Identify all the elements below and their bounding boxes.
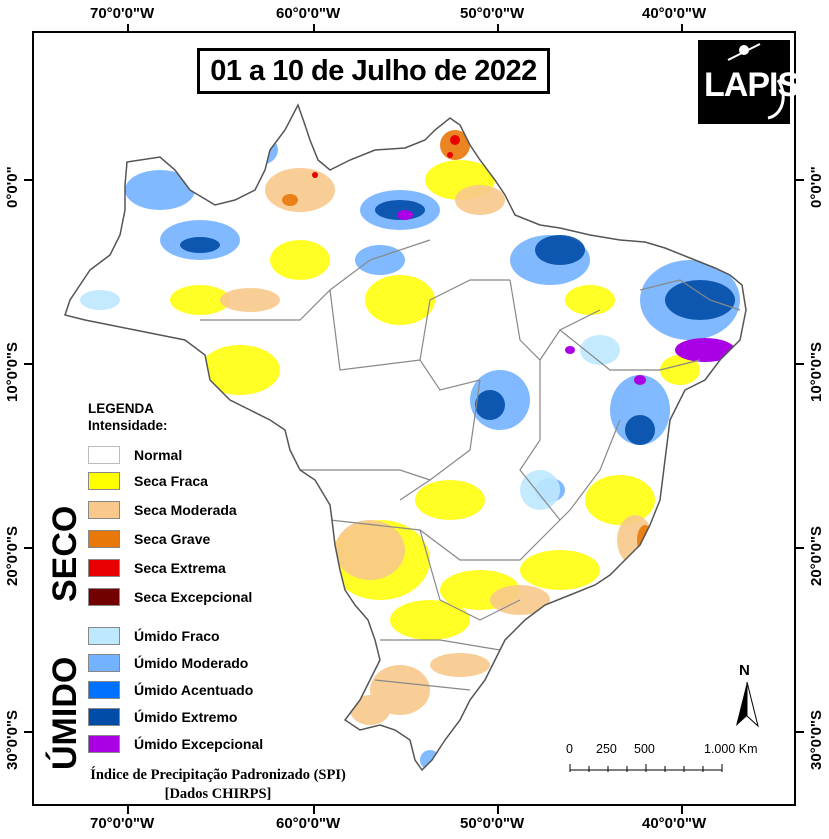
bottom-lon-label-50w: 50°0'0"W: [460, 815, 525, 832]
legend-subheading-text: Intensidade:: [88, 418, 168, 433]
scale-label-250: 250: [596, 742, 617, 756]
legend-swatch: [88, 472, 120, 490]
legend-swatch: [88, 681, 120, 699]
legend-label: Seca Grave: [134, 531, 211, 547]
legend-label: Úmido Excepcional: [134, 736, 264, 752]
tick-mark: [796, 363, 804, 365]
tick-mark: [681, 806, 683, 814]
bottom-lon-label-60w: 60°0'0"W: [276, 815, 341, 832]
right-lat-label-20s: 20°0'0"S: [808, 525, 825, 586]
legend-swatch: [88, 588, 120, 606]
legend-item-seco-0: Seca Fraca: [88, 471, 208, 491]
legend-swatch: [88, 530, 120, 548]
legend-label: Seca Excepcional: [134, 589, 253, 605]
legend-label: Úmido Moderado: [134, 655, 249, 671]
legend-item-seco-3: Seca Extrema: [88, 558, 226, 578]
legend-item-umido-1: Úmido Moderado: [88, 653, 248, 673]
legend-label: Seca Moderada: [134, 502, 237, 518]
top-lon-label-60w: 60°0'0"W: [276, 5, 341, 22]
legend-swatch: [88, 735, 120, 753]
tick-mark: [24, 363, 32, 365]
legend-label: Úmido Fraco: [134, 628, 220, 644]
footer-index-name: Índice de Precipitação Padronizado (SPI): [90, 767, 346, 783]
tick-mark: [313, 24, 315, 32]
left-lat-label-20s: 20°0'0"S: [4, 525, 21, 586]
legend-item-umido-0: Úmido Fraco: [88, 626, 220, 646]
scale-label-0: 0: [566, 742, 573, 756]
top-lon-label-70w: 70°0'0"W: [90, 5, 155, 22]
umido-group-label: ÚMIDO: [46, 656, 84, 770]
tick-mark: [313, 806, 315, 814]
north-label: N: [739, 662, 750, 679]
logo-orbit-icon: [727, 43, 785, 120]
tick-mark: [24, 179, 32, 181]
legend-label: Úmido Acentuado: [134, 682, 254, 698]
footer-data-source: [Dados CHIRPS]: [164, 786, 272, 802]
legend-item-seco-1: Seca Moderada: [88, 500, 237, 520]
right-lat-label-30s: 30°0'0"S: [808, 709, 825, 770]
brazil-spi-map: [64, 104, 747, 771]
tick-mark: [127, 24, 129, 32]
tick-mark: [127, 806, 129, 814]
tick-mark: [681, 24, 683, 32]
legend-swatch: [88, 708, 120, 726]
map-title: 01 a 10 de Julho de 2022: [197, 48, 550, 94]
legend-swatch: [88, 501, 120, 519]
tick-mark: [497, 24, 499, 32]
left-lat-label-0: 0°0'0": [4, 166, 21, 208]
tick-mark: [497, 806, 499, 814]
tick-mark: [796, 179, 804, 181]
legend-item-umido-3: Úmido Extremo: [88, 707, 237, 727]
right-lat-label-10s: 10°0'0"S: [808, 341, 825, 402]
legend-label: Úmido Extremo: [134, 709, 238, 725]
top-lon-label-50w: 50°0'0"W: [460, 5, 525, 22]
tick-mark: [796, 731, 804, 733]
map-footer: Índice de Precipitação Padronizado (SPI)…: [58, 766, 378, 804]
legend-swatch: [88, 654, 120, 672]
legend-label: Seca Extrema: [134, 560, 226, 576]
tick-mark: [24, 731, 32, 733]
legend-item-seco-4: Seca Excepcional: [88, 587, 252, 607]
legend-label: Seca Fraca: [134, 473, 208, 489]
tick-mark: [24, 547, 32, 549]
logo-text: LAPIS: [704, 66, 800, 104]
north-arrow-icon: [736, 681, 759, 728]
lapis-logo: LAPIS: [698, 40, 800, 124]
legend-swatch: [88, 559, 120, 577]
legend-heading-text: LEGENDA: [88, 401, 155, 416]
legend-heading: LEGENDA Intensidade:: [88, 400, 168, 434]
left-lat-label-30s: 30°0'0"S: [4, 709, 21, 770]
scale-label-500: 500: [634, 742, 655, 756]
seco-group-label: SECO: [46, 505, 84, 602]
bottom-lon-label-40w: 40°0'0"W: [642, 815, 707, 832]
left-lat-label-10s: 10°0'0"S: [4, 341, 21, 402]
top-lon-label-40w: 40°0'0"W: [642, 5, 707, 22]
legend-swatch: [88, 627, 120, 645]
right-lat-label-0: 0°0'0": [808, 166, 825, 208]
legend-item-seco-2: Seca Grave: [88, 529, 210, 549]
scale-bar: [569, 764, 723, 772]
legend-label: Normal: [134, 447, 183, 463]
bottom-lon-label-70w: 70°0'0"W: [90, 815, 155, 832]
legend-item-umido-2: Úmido Acentuado: [88, 680, 253, 700]
legend-item-normal: Normal: [88, 445, 182, 465]
legend-swatch: [88, 446, 120, 464]
legend-item-umido-4: Úmido Excepcional: [88, 734, 263, 754]
tick-mark: [796, 547, 804, 549]
scale-label-1000: 1.000 Km: [704, 742, 758, 756]
